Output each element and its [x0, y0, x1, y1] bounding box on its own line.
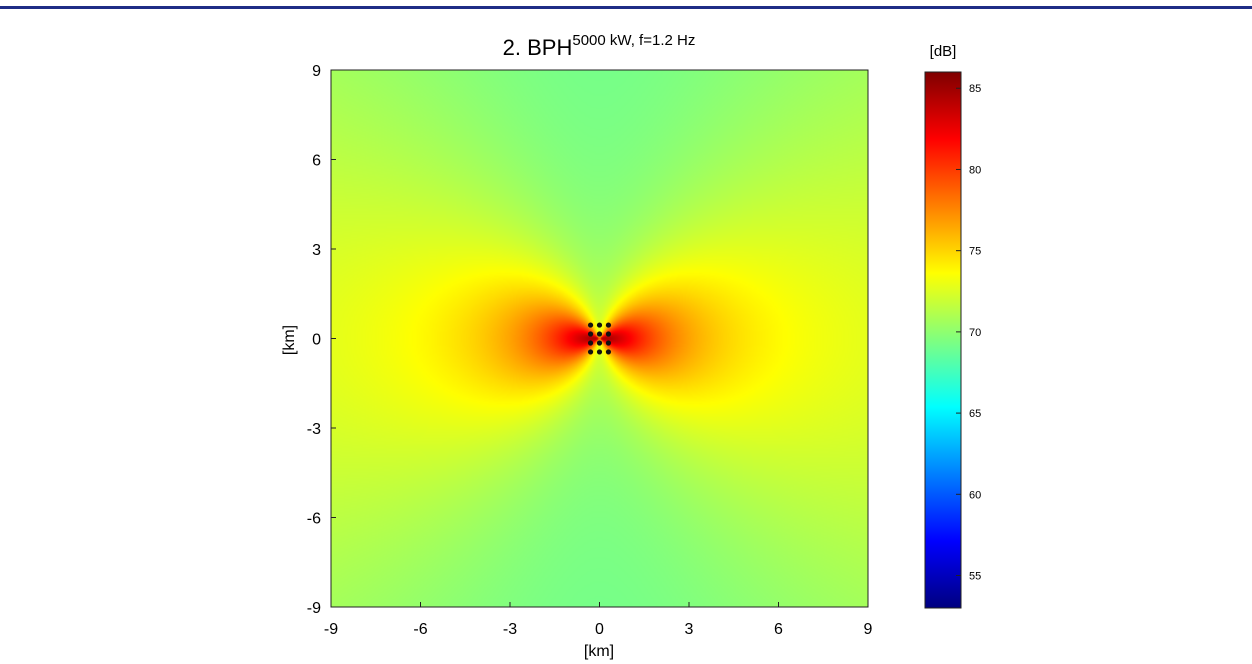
y-tick-label: 3	[312, 242, 321, 259]
heatmap-field	[331, 70, 868, 607]
x-tick-label: 0	[595, 621, 604, 638]
y-tick-label: -9	[307, 600, 321, 617]
y-axis-label: [km]	[281, 325, 298, 355]
x-tick-label: -9	[324, 621, 338, 638]
source-marker	[605, 349, 612, 355]
x-axis-label: [km]	[584, 643, 614, 660]
colorbar-tick-label: 70	[969, 327, 981, 339]
colorbar-gradient	[924, 71, 962, 609]
colorbar-tick-label: 65	[969, 408, 981, 420]
chart-title: 2. BPH5000 kW, f=1.2 Hz	[503, 32, 696, 60]
colorbar-tick-label: 60	[969, 489, 981, 501]
source-marker	[605, 331, 612, 337]
colorbar-label: [dB]	[930, 43, 957, 60]
x-tick-label: -3	[503, 621, 517, 638]
colorbar-ticks: 85 80 75 70 65 60 55	[956, 83, 981, 583]
source-marker	[596, 322, 603, 328]
x-tick-label: 6	[774, 621, 783, 638]
y-axis-ticks: 9 6 3 0 -3 -6 -9	[307, 63, 336, 617]
x-tick-label: -6	[413, 621, 427, 638]
source-marker	[587, 331, 594, 337]
y-tick-label: 0	[312, 332, 321, 349]
source-marker	[605, 340, 612, 346]
source-marker	[596, 331, 603, 337]
colorbar-tick-label: 80	[969, 164, 981, 176]
source-marker	[587, 349, 594, 355]
source-marker	[596, 349, 603, 355]
colorbar: [dB] 85 80 75 70 65 60 55	[924, 43, 981, 609]
x-tick-label: 3	[685, 621, 694, 638]
y-tick-label: 9	[312, 63, 321, 80]
source-marker	[605, 322, 612, 328]
chart-title-main: 2. BPH	[503, 35, 573, 60]
x-axis-ticks: -9 -6 -3 0 3 6 9	[324, 602, 873, 638]
y-tick-label: -3	[307, 421, 321, 438]
colorbar-tick-label: 55	[969, 571, 981, 583]
plot-area	[330, 69, 869, 608]
top-rule	[0, 6, 1252, 9]
x-tick-label: 9	[864, 621, 873, 638]
source-marker	[587, 322, 594, 328]
source-marker	[596, 340, 603, 346]
source-markers	[587, 322, 612, 355]
source-marker	[587, 340, 594, 346]
chart-title-superscript: 5000 kW, f=1.2 Hz	[572, 32, 695, 49]
colorbar-tick-label: 85	[969, 83, 981, 95]
y-tick-label: 6	[312, 153, 321, 170]
colorbar-tick-label: 75	[969, 246, 981, 258]
y-tick-label: -6	[307, 511, 321, 528]
